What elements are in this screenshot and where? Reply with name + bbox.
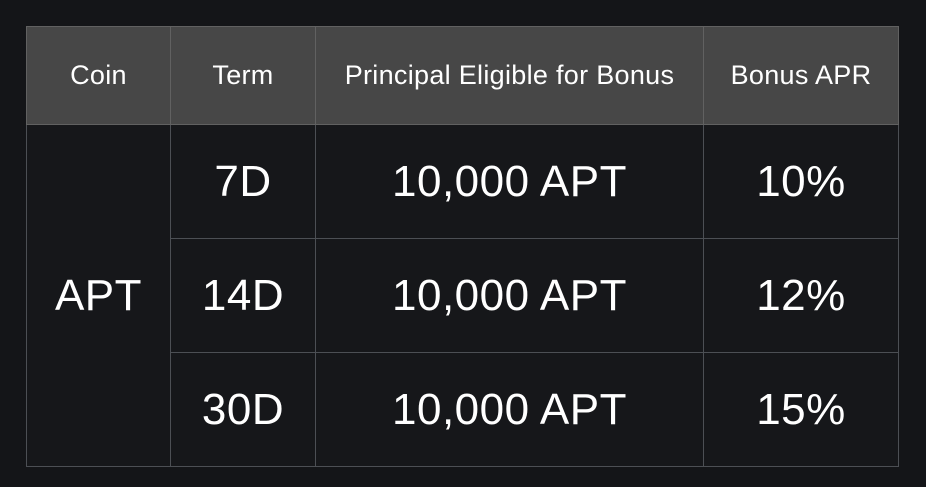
principal-cell: 10,000 APT bbox=[315, 352, 704, 467]
bonus-apr-table: Coin Term Principal Eligible for Bonus B… bbox=[26, 26, 899, 467]
term-cell: 14D bbox=[170, 238, 316, 353]
column-header-bonus-apr: Bonus APR bbox=[703, 26, 899, 125]
table-row: 30D 10,000 APT 15% bbox=[27, 352, 899, 467]
bonus-apr-cell: 15% bbox=[703, 352, 899, 467]
table-row: APT 7D 10,000 APT 10% bbox=[26, 124, 899, 467]
bonus-apr-cell: 10% bbox=[703, 124, 899, 239]
bonus-apr-cell: 12% bbox=[703, 238, 899, 353]
table-header-row: Coin Term Principal Eligible for Bonus B… bbox=[26, 26, 899, 125]
column-header-principal: Principal Eligible for Bonus bbox=[315, 26, 704, 125]
principal-cell: 10,000 APT bbox=[315, 124, 704, 239]
table-row: 14D 10,000 APT 12% bbox=[27, 238, 899, 353]
term-cell: 7D bbox=[170, 124, 316, 239]
principal-cell: 10,000 APT bbox=[315, 238, 704, 353]
column-header-coin: Coin bbox=[26, 26, 171, 125]
coin-cell: APT bbox=[26, 124, 171, 467]
column-header-term: Term bbox=[170, 26, 316, 125]
term-cell: 30D bbox=[170, 352, 316, 467]
